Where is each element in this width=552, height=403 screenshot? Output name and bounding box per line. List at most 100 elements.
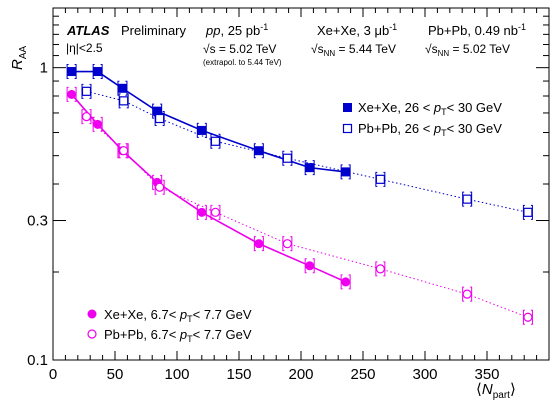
legend-sub: T xyxy=(441,128,447,138)
x-axis-title-close: ⟩ xyxy=(510,381,516,398)
data-point xyxy=(462,289,472,299)
data-point xyxy=(254,146,264,156)
pp-energy-value: = 5.02 TeV xyxy=(216,42,277,56)
legend-var: p xyxy=(433,100,441,115)
pb-name: Pb+Pb, 0.49 nb xyxy=(428,23,518,38)
y-tick-label: 0.3 xyxy=(27,213,48,230)
series-line xyxy=(70,93,346,283)
x-tick-label: 150 xyxy=(226,366,251,383)
pp-name: pp xyxy=(205,23,220,38)
data-point xyxy=(282,153,292,163)
series-3 xyxy=(81,109,533,325)
series-2 xyxy=(66,86,351,290)
data-point xyxy=(119,146,129,156)
data-point xyxy=(462,194,472,204)
data-point xyxy=(81,112,92,122)
legend-marker-pb-low xyxy=(87,329,97,339)
series-0 xyxy=(66,64,351,180)
atlas-label: ATLAS xyxy=(66,23,110,38)
legend-entry-pb-low: Pb+Pb, 6.7< pT< 7.7 GeV xyxy=(104,327,252,344)
series-1 xyxy=(81,83,533,220)
xe-energy-value: = 5.44 TeV xyxy=(335,42,396,56)
pp-label: pp, 25 pb-1 xyxy=(205,22,268,38)
data-point xyxy=(93,67,103,77)
legend-prefix: Xe+Xe, 6.7< xyxy=(104,307,180,322)
data-point xyxy=(81,86,92,96)
legend-suffix: < 30 GeV xyxy=(447,121,503,136)
data-point xyxy=(341,277,351,287)
y-axis-title-main: R xyxy=(9,59,26,70)
pb-sqrt: √s xyxy=(425,42,438,56)
data-point xyxy=(119,96,129,106)
data-point xyxy=(375,264,385,274)
xe-sqrt: √s xyxy=(311,42,324,56)
legend-entry-pb-high: Pb+Pb, 26 < pT< 30 GeV xyxy=(358,121,502,138)
y-axis-title-sub: AA xyxy=(18,45,29,59)
x-tick-label: 50 xyxy=(107,366,124,383)
header: ATLAS Preliminary |η|<2.5 pp, 25 pb-1 √s… xyxy=(66,22,526,67)
x-tick-label: 300 xyxy=(412,366,437,383)
y-axis-title: RAA xyxy=(9,45,29,70)
legend-suffix: < 30 GeV xyxy=(447,100,503,115)
data-point xyxy=(305,163,315,173)
legend-sub: T xyxy=(187,334,193,344)
data-point xyxy=(523,312,533,322)
legend-prefix: Pb+Pb, 6.7< xyxy=(104,327,180,342)
x-axis-title: ⟨Npart⟩ xyxy=(476,381,516,401)
xe-lumi-exp: -1 xyxy=(389,22,397,32)
legend-entry-xe-low: Xe+Xe, 6.7< pT< 7.7 GeV xyxy=(104,307,252,324)
data-point xyxy=(210,136,221,146)
x-axis-title-sub: part xyxy=(493,390,510,401)
xe-energy: √sNN = 5.44 TeV xyxy=(311,42,396,58)
legend-prefix: Xe+Xe, 26 < xyxy=(358,100,434,115)
y-tick-label: 1 xyxy=(40,60,48,77)
legend-marker-xe-low xyxy=(87,309,97,319)
pb-sqrt-sub: NN xyxy=(438,49,450,58)
legend-suffix: < 7.7 GeV xyxy=(193,307,252,322)
x-tick-label: 250 xyxy=(350,366,375,383)
pp-lumi-exp: -1 xyxy=(260,22,268,32)
legend-suffix: < 7.7 GeV xyxy=(193,327,252,342)
pb-energy-value: = 5.02 TeV xyxy=(449,42,510,56)
x-axis-title-main: N xyxy=(482,381,493,398)
pb-label: Pb+Pb, 0.49 nb-1 xyxy=(428,22,526,38)
pb-lumi-exp: -1 xyxy=(518,22,526,32)
legend-bottom: Xe+Xe, 6.7< pT< 7.7 GeV Pb+Pb, 6.7< pT< … xyxy=(87,307,252,344)
y-tick-label: 0.1 xyxy=(27,352,48,369)
data-point xyxy=(155,113,165,124)
data-point xyxy=(210,207,221,217)
data-point xyxy=(197,125,207,135)
data-point xyxy=(282,239,292,249)
legend-marker-xe-high xyxy=(343,103,352,112)
data-point xyxy=(197,207,207,217)
data-point xyxy=(67,89,77,99)
series-line xyxy=(86,116,529,318)
xe-label: Xe+Xe, 3 μb-1 xyxy=(317,22,397,38)
legend-sub: T xyxy=(441,107,447,117)
legend-prefix: Pb+Pb, 26 < xyxy=(358,121,434,136)
series-line xyxy=(71,70,346,173)
xe-name: Xe+Xe, 3 μb xyxy=(317,23,389,38)
preliminary-label: Preliminary xyxy=(121,23,187,38)
legend-var: p xyxy=(433,121,441,136)
data-point xyxy=(254,239,264,249)
x-tick-label: 0 xyxy=(49,366,57,383)
pp-extrapol: (extrapol. to 5.44 TeV) xyxy=(203,58,282,67)
xe-sqrt-sub: NN xyxy=(324,49,336,58)
legend-sub: T xyxy=(187,314,193,324)
legend-entry-xe-high: Xe+Xe, 26 < pT< 30 GeV xyxy=(358,100,502,117)
pb-energy: √sNN = 5.02 TeV xyxy=(425,42,510,58)
legend-var: p xyxy=(179,327,187,342)
x-tick-label: 350 xyxy=(474,366,499,383)
legend-var: p xyxy=(179,307,187,322)
x-tick-label: 100 xyxy=(164,366,189,383)
pp-sqrt: √s xyxy=(203,42,216,56)
x-axis-title-open: ⟨ xyxy=(476,381,482,398)
data-point xyxy=(523,207,533,217)
legend-marker-pb-high xyxy=(342,123,353,134)
series-layer xyxy=(66,64,533,325)
data-point xyxy=(375,174,385,184)
data-point xyxy=(152,106,162,116)
data-point xyxy=(155,182,165,192)
